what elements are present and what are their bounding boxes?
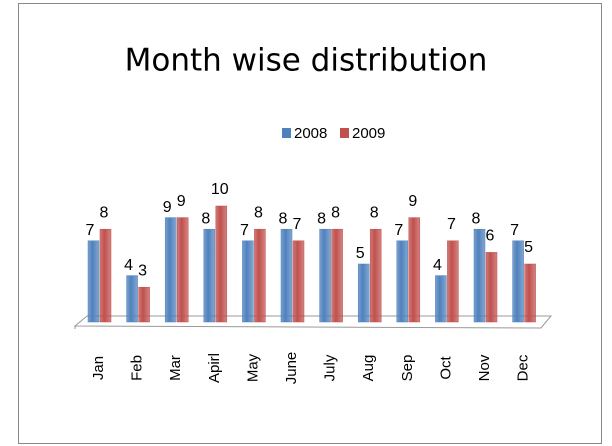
- data-label: 8: [331, 204, 340, 221]
- data-label: 7: [240, 222, 249, 239]
- data-label: 7: [394, 222, 403, 239]
- bar: [408, 217, 421, 323]
- data-label: 5: [524, 239, 533, 256]
- bar: [164, 217, 177, 323]
- bar: [203, 228, 216, 323]
- bar: [254, 228, 266, 323]
- x-tick-label: May: [244, 353, 261, 382]
- data-label: 7: [293, 216, 302, 233]
- x-tick-label: Sep: [399, 355, 416, 382]
- x-tick-label: Nov: [476, 354, 493, 381]
- x-tick-label: Feb: [129, 355, 146, 381]
- data-label: 8: [201, 210, 210, 227]
- bar: [447, 240, 459, 323]
- x-tick-label: Apirl: [206, 353, 223, 383]
- x-tick-label: Jan: [90, 356, 107, 380]
- data-label: 7: [447, 216, 456, 233]
- data-label: 9: [177, 193, 186, 210]
- bar: [319, 228, 331, 323]
- x-tick-label: Oct: [437, 356, 454, 380]
- bar: [215, 205, 228, 323]
- x-tick-label: Aug: [360, 355, 377, 382]
- x-tick-label: Dec: [515, 354, 532, 381]
- data-label: 6: [486, 228, 495, 245]
- data-label: 8: [317, 210, 326, 227]
- bar: [357, 263, 370, 323]
- data-label: 4: [124, 257, 133, 274]
- data-label: 7: [510, 222, 519, 239]
- x-tick-label: July: [322, 354, 339, 381]
- bar: [138, 286, 150, 323]
- bar: [176, 217, 189, 323]
- bar: [396, 240, 409, 323]
- bar: [512, 240, 524, 323]
- data-label: 8: [100, 204, 109, 221]
- chart-title: Month wise distribution: [125, 43, 488, 79]
- chart-frame: [18, 3, 602, 444]
- data-label: 10: [211, 181, 229, 198]
- bar: [126, 275, 138, 323]
- bar: [292, 240, 305, 323]
- data-label: 4: [433, 257, 442, 274]
- legend-swatch: [282, 128, 291, 138]
- bar: [99, 228, 112, 323]
- data-label: 8: [279, 210, 288, 227]
- data-label: 7: [86, 222, 95, 239]
- data-label: 8: [254, 204, 263, 221]
- legend-label: 2008: [294, 125, 327, 142]
- data-label: 3: [138, 262, 147, 279]
- bar: [435, 275, 447, 323]
- bar: [485, 252, 498, 323]
- bar: [280, 228, 293, 323]
- data-label: 9: [408, 193, 417, 210]
- data-label: 5: [356, 245, 365, 262]
- bar: [524, 263, 536, 323]
- legend-label: 2009: [352, 125, 385, 142]
- bar: [242, 240, 254, 323]
- data-label: 9: [163, 199, 172, 216]
- bar: [87, 240, 100, 323]
- bar: [369, 228, 382, 323]
- data-label: 8: [370, 204, 379, 221]
- data-label: 8: [472, 210, 481, 227]
- x-tick-label: Mar: [167, 355, 184, 381]
- legend-swatch: [340, 128, 349, 138]
- floor: [73, 315, 553, 329]
- bar: [473, 228, 486, 323]
- x-tick-label: June: [283, 352, 300, 385]
- bar: [331, 228, 343, 323]
